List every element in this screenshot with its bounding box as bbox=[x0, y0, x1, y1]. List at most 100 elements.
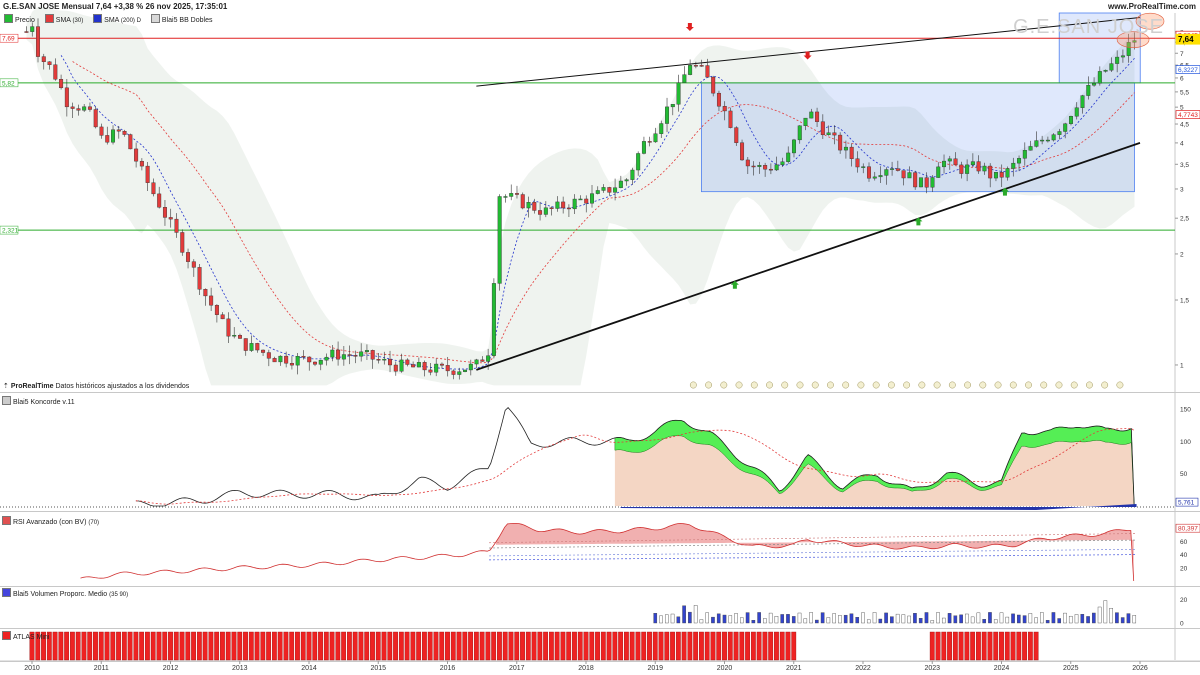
candle bbox=[457, 367, 462, 380]
candle bbox=[301, 350, 306, 360]
candle bbox=[509, 184, 514, 201]
atlas-bar bbox=[693, 631, 699, 661]
candle-body bbox=[278, 355, 283, 363]
atlas-bar bbox=[1027, 631, 1033, 661]
candle bbox=[890, 161, 895, 176]
price-tag-label: 4,7743 bbox=[1178, 112, 1198, 119]
candle bbox=[64, 79, 69, 117]
candle-body bbox=[607, 187, 612, 193]
volume-bar bbox=[664, 614, 669, 624]
candle-body bbox=[566, 207, 571, 210]
x-tick-label: 2013 bbox=[232, 665, 248, 672]
candle-body bbox=[411, 364, 416, 368]
atlas-bar bbox=[81, 631, 87, 661]
candle bbox=[157, 186, 162, 209]
candle bbox=[411, 361, 416, 368]
atlas-bar bbox=[600, 631, 606, 661]
legend-sma200[interactable]: SMA (200) D bbox=[91, 14, 141, 24]
candle-body bbox=[514, 193, 519, 195]
buy-arrow-icon bbox=[730, 280, 739, 289]
volume-bar bbox=[959, 614, 963, 624]
atlas-bar bbox=[139, 631, 145, 661]
volume-bar bbox=[832, 613, 836, 624]
candle-body bbox=[699, 65, 704, 67]
atlas-bar bbox=[566, 631, 572, 661]
candle-body bbox=[780, 161, 785, 165]
candle bbox=[405, 358, 410, 367]
volume-bar bbox=[965, 613, 969, 624]
legend-precio[interactable]: Precio bbox=[2, 14, 35, 24]
atlas-bar bbox=[312, 631, 318, 661]
candle bbox=[872, 171, 877, 181]
candle-body bbox=[1086, 85, 1091, 96]
candle bbox=[843, 140, 848, 159]
candle-body bbox=[716, 92, 721, 107]
candle-body bbox=[809, 111, 814, 119]
candle bbox=[555, 196, 560, 212]
candle bbox=[578, 195, 583, 201]
volume-bar bbox=[993, 619, 998, 624]
candle-body bbox=[884, 169, 889, 176]
site-link[interactable]: www.ProRealTime.com bbox=[1107, 2, 1196, 11]
candle bbox=[134, 142, 139, 168]
candle-body bbox=[520, 194, 525, 209]
candle bbox=[24, 26, 29, 33]
candle bbox=[197, 263, 202, 295]
candle bbox=[376, 353, 381, 364]
candle bbox=[318, 359, 323, 371]
volume-bar bbox=[970, 616, 975, 624]
candle-body bbox=[895, 168, 900, 171]
atlas-bar bbox=[35, 631, 41, 661]
koncorde-swatch-icon bbox=[2, 396, 11, 405]
atlas-bar bbox=[410, 631, 416, 661]
candle-body bbox=[203, 289, 208, 297]
koncorde-label[interactable]: Blai5 Koncorde v.11 bbox=[2, 396, 75, 406]
atlas-bar bbox=[768, 631, 774, 661]
atlas-bar bbox=[364, 631, 370, 661]
candle bbox=[87, 102, 92, 112]
atlas-label[interactable]: ATLAS Mini bbox=[2, 631, 49, 641]
header-bar: G.E.SAN JOSE Mensual 7,64 +3,38 % 26 nov… bbox=[0, 0, 1200, 13]
candle bbox=[884, 167, 889, 185]
candle-body bbox=[786, 152, 791, 162]
atlas-bar bbox=[69, 631, 75, 661]
rsi-label[interactable]: RSI Avanzado (con BV) (70) bbox=[2, 516, 99, 526]
atlas-bar bbox=[248, 631, 254, 661]
dividend-marker-icon bbox=[750, 381, 758, 389]
x-tick-label: 2026 bbox=[1132, 665, 1148, 672]
volume-bar bbox=[1109, 607, 1113, 624]
dividend-marker-icon bbox=[1055, 381, 1063, 389]
legend-bb[interactable]: Blai5 BB Dobles bbox=[149, 14, 212, 24]
x-tick-label: 2025 bbox=[1063, 665, 1079, 672]
volume-bar bbox=[716, 613, 721, 624]
volume-bar bbox=[1051, 612, 1056, 624]
candle bbox=[624, 178, 629, 186]
volume-bar bbox=[861, 612, 865, 624]
legend-precio-label: Precio bbox=[15, 17, 35, 24]
candle-body bbox=[434, 363, 439, 373]
candle bbox=[1086, 76, 1091, 100]
koncorde-ma-line bbox=[135, 427, 1135, 505]
legend-sma30[interactable]: SMA (30) bbox=[43, 14, 83, 24]
candle bbox=[168, 208, 173, 228]
volume-bar bbox=[1068, 615, 1073, 624]
candle bbox=[59, 74, 64, 90]
candle bbox=[128, 133, 133, 150]
highlight-ellipse bbox=[1135, 12, 1165, 30]
volume-bar bbox=[1028, 613, 1033, 624]
candle-body bbox=[243, 338, 248, 351]
candle-body bbox=[688, 65, 693, 75]
volumen-label[interactable]: Blai5 Volumen Proporc. Medio (35 90) bbox=[2, 588, 128, 598]
candle-body bbox=[624, 179, 629, 182]
volume-bar bbox=[890, 616, 894, 624]
candle-body bbox=[1022, 150, 1027, 159]
candle-body bbox=[122, 130, 127, 135]
candle bbox=[139, 158, 144, 171]
panel-bg bbox=[0, 513, 1200, 585]
candle-body bbox=[226, 318, 231, 337]
watermark: G.E.SAN JOSE bbox=[1013, 16, 1164, 38]
candle-body bbox=[47, 61, 52, 65]
candle-body bbox=[151, 182, 156, 195]
atlas-bar bbox=[404, 631, 410, 661]
atlas-bar bbox=[664, 631, 670, 661]
